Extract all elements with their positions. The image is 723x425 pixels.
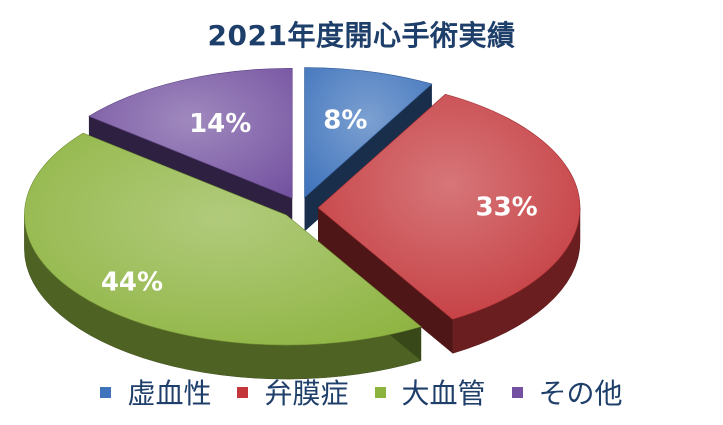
legend-label-1: 弁膜症 bbox=[264, 377, 349, 410]
data-label-1: 33% bbox=[475, 192, 537, 222]
legend: 虚血性 弁膜症 大血管 その他 bbox=[0, 372, 723, 412]
pie-slice-0 bbox=[304, 67, 433, 199]
pie-slice-3 bbox=[88, 67, 293, 199]
legend-item-2: 大血管 bbox=[374, 372, 486, 412]
legend-item-0: 虚血性 bbox=[100, 372, 211, 412]
pie-slice-2 bbox=[24, 132, 422, 346]
legend-item-3: その他 bbox=[511, 372, 623, 412]
legend-label-3: その他 bbox=[538, 377, 623, 410]
legend-swatch-3 bbox=[511, 386, 523, 398]
data-label-2: 44% bbox=[101, 267, 163, 297]
pie-slice-1 bbox=[317, 93, 581, 320]
data-label-0: 8% bbox=[323, 106, 367, 136]
legend-swatch-1 bbox=[237, 386, 249, 398]
legend-item-1: 弁膜症 bbox=[237, 372, 349, 412]
chart-title: 2021年度開心手術実績 bbox=[207, 19, 516, 52]
data-label-3: 14% bbox=[189, 109, 251, 139]
legend-label-0: 虚血性 bbox=[127, 377, 212, 410]
legend-label-2: 大血管 bbox=[401, 377, 486, 410]
legend-swatch-0 bbox=[100, 386, 112, 398]
legend-swatch-2 bbox=[374, 386, 386, 398]
